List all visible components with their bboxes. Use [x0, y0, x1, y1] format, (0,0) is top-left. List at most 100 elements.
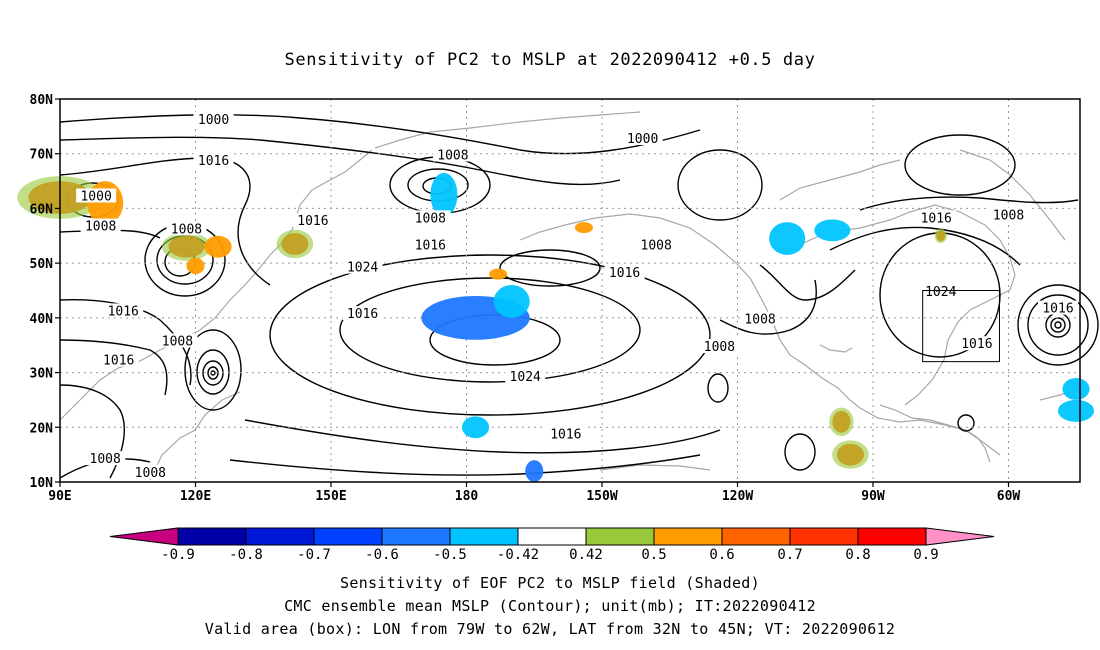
colorbar-segment	[789, 527, 859, 546]
contour-label: 1016	[961, 337, 992, 352]
lon-tick-label: 150W	[586, 489, 617, 504]
contour-label: 1016	[1042, 302, 1073, 317]
lat-tick-label: 80N	[30, 93, 54, 108]
contour-label-bg	[740, 311, 781, 326]
contour-label: 1016	[550, 427, 581, 442]
colorbar-label: 0.9	[913, 547, 938, 563]
valid-area-box	[922, 290, 1000, 363]
colorbar-label: -0.9	[161, 547, 195, 563]
colorbar-label: -0.42	[497, 547, 539, 563]
contour-label: 1000	[627, 132, 658, 147]
contour-label: 1008	[171, 222, 202, 237]
lon-tick-label: 90W	[861, 489, 885, 504]
contour-label-bg	[193, 152, 234, 167]
contour-label-bg	[916, 210, 957, 225]
contour-label-bg	[956, 336, 997, 351]
contour-label-bg	[410, 210, 451, 225]
colorbar-label: 0.8	[845, 547, 870, 563]
colorbar-segment	[653, 527, 723, 546]
colorbar-segment	[245, 527, 315, 546]
contour-label-bg	[166, 221, 207, 236]
sensitivity-patch	[1062, 378, 1090, 400]
contour-label-bg	[920, 284, 961, 299]
sensitivity-patch	[489, 268, 508, 280]
contour-label: 1016	[297, 214, 328, 229]
sensitivity-patch	[493, 285, 530, 318]
sensitivity-patch	[525, 460, 544, 482]
contour-label: 1024	[510, 370, 541, 385]
contour-labels: 1000 1000 1000 1008 1016 1008 1008 1016 1008 1016…	[76, 111, 1078, 481]
contour-label: 1016	[609, 266, 640, 281]
sensitivity-patch-edge	[832, 440, 869, 469]
colorbar-segment	[177, 527, 247, 546]
colorbar-segment	[857, 527, 927, 546]
sensitivity-patch-edge	[934, 228, 947, 243]
footer-line-2: CMC ensemble mean MSLP (Contour); unit(m…	[284, 597, 816, 615]
contour-label: 1016	[198, 154, 229, 169]
contour-label: 1008	[90, 452, 121, 467]
contour-label-bg	[988, 207, 1029, 222]
colorbar-label: 0.5	[641, 547, 666, 563]
contour-label: 1016	[347, 307, 378, 322]
footer-line-1: Sensitivity of EOF PC2 to MSLP field (Sh…	[340, 574, 760, 592]
contour-label: 1008	[85, 220, 116, 235]
sensitivity-patch	[186, 257, 205, 275]
contour-label-bg	[76, 188, 117, 203]
contour-label-bg	[98, 352, 139, 367]
contour-label-bg	[505, 369, 546, 384]
sensitivity-patch	[814, 219, 851, 242]
lat-tick-label: 50N	[30, 257, 54, 272]
sensitivity-patch	[1057, 399, 1095, 422]
contour-label: 1008	[162, 334, 193, 349]
lon-tick-label: 60W	[997, 489, 1021, 504]
lat-tick-label: 60N	[30, 202, 54, 217]
lat-tick-label: 30N	[30, 367, 54, 382]
chart-title: Sensitivity of PC2 to MSLP at 2022090412…	[284, 50, 816, 70]
sensitivity-patch	[430, 172, 458, 217]
lon-tick-label: 180	[455, 489, 479, 504]
map-frame	[59, 98, 1081, 483]
colorbar-arrow-right	[925, 527, 995, 546]
sensitivity-patch	[574, 222, 593, 234]
contour-label-bg	[410, 237, 451, 252]
colorbar-segment	[721, 527, 791, 546]
contour-label-bg	[292, 213, 333, 228]
contour-label-bg	[130, 464, 171, 479]
lat-tick-label: 10N	[30, 476, 54, 491]
contour-label: 1016	[103, 354, 134, 369]
contour-label-bg	[604, 265, 645, 280]
lat-tick-label: 70N	[30, 148, 54, 163]
lon-tick-label: 120E	[180, 489, 211, 504]
colorbar: -0.9 -0.8 -0.7 -0.6 -0.5 -0.42 0.42 0.5 0.6 0.7 0.…	[109, 527, 995, 563]
sensitivity-patch	[204, 235, 232, 258]
valid-area-rect	[922, 290, 1000, 363]
sensitivity-patch	[769, 222, 806, 255]
contour-label: 1000	[198, 113, 229, 128]
colorbar-segment	[585, 527, 655, 546]
lon-tick-label: 150E	[315, 489, 346, 504]
contour-label-bg	[1038, 300, 1078, 315]
contour-label: 1016	[921, 211, 952, 226]
lat-tick-label: 20N	[30, 421, 54, 436]
contour-label: 1008	[744, 313, 775, 328]
contour-label: 1008	[437, 148, 468, 163]
contour-label: 1008	[415, 211, 446, 226]
contour-label-bg	[699, 338, 740, 353]
lat-tick-label: 40N	[30, 312, 54, 327]
colorbar-segment	[449, 527, 519, 546]
contour-label-bg	[193, 111, 234, 126]
colorbar-label: -0.5	[433, 547, 467, 563]
contour-label: 1016	[415, 239, 446, 254]
colorbar-label: 0.7	[777, 547, 802, 563]
contour-label: 1000	[80, 189, 111, 204]
contour-label: 1024	[347, 261, 378, 276]
contour-label-bg	[622, 131, 663, 146]
contour-label-bg	[103, 303, 144, 318]
colorbar-label: 0.6	[709, 547, 734, 563]
sensitivity-shading	[17, 172, 1095, 482]
colorbar-arrow-left	[109, 527, 179, 546]
colorbar-segment	[313, 527, 383, 546]
colorbar-segment	[381, 527, 451, 546]
contour-label-bg	[80, 218, 121, 233]
